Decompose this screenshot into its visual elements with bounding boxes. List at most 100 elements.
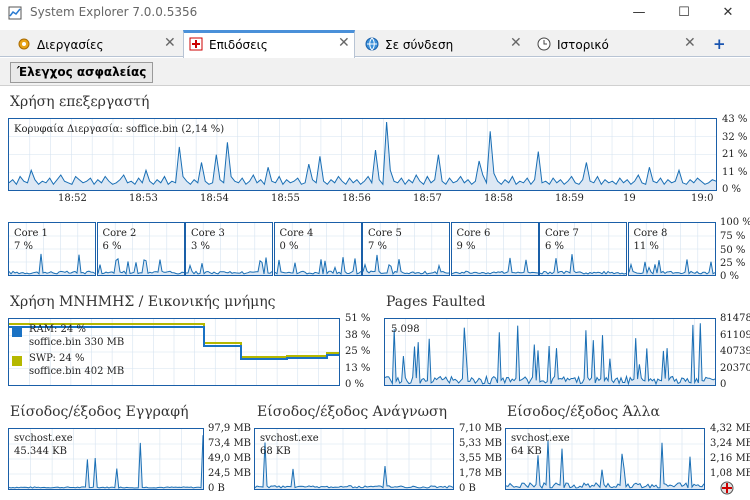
core-name: Core 6 — [456, 228, 491, 239]
window-title: System Explorer 7.0.0.5356 — [30, 5, 198, 19]
cpu-y-tick: 0 % — [722, 184, 742, 195]
io-write-y-tick: 49,0 MB — [208, 453, 252, 464]
pages-current: 5.098 — [391, 324, 420, 335]
cpu-y-tick: 43 % — [722, 114, 748, 125]
core-y-tick: 0 % — [720, 271, 740, 282]
pages-graph — [384, 318, 716, 386]
core-graph — [539, 222, 627, 276]
tab-performance[interactable]: Επιδόσεις ✕ — [183, 30, 355, 58]
close-tab-icon[interactable]: ✕ — [164, 35, 176, 51]
tab-label: Διεργασίες — [37, 38, 104, 52]
core-value: 7 % — [14, 241, 34, 252]
swp-label: SWP: 24 % — [29, 353, 85, 364]
io-write-value: 45.344 KB — [14, 446, 67, 457]
tab-label: Ιστορικό — [557, 38, 609, 52]
ram-swatch — [12, 327, 22, 337]
graph-svg — [97, 223, 184, 275]
mem-y-tick: 51 % — [345, 313, 371, 324]
io-other-y-tick: 4,32 MB — [710, 423, 750, 434]
settings-corner-icon[interactable] — [718, 479, 736, 497]
mem-y-tick: 38 % — [345, 330, 371, 341]
core-value: 7 % — [368, 241, 388, 252]
core-y-tick: 50 % — [720, 245, 746, 256]
close-tab-icon[interactable]: ✕ — [510, 35, 522, 51]
mem-y-tick: 0 % — [345, 379, 365, 390]
memory-svg — [9, 319, 339, 385]
add-tab-icon[interactable]: + — [713, 35, 726, 53]
cpu-x-tick: 18:59 — [555, 193, 584, 204]
clock-icon — [537, 37, 551, 51]
tab-processes[interactable]: Διεργασίες ✕ — [12, 32, 178, 57]
memory-title: Χρήση ΜΝΗΜΗΣ / Εικονικής μνήμης — [10, 294, 276, 310]
series-line — [451, 257, 538, 275]
graph-svg — [9, 429, 203, 489]
series-line — [363, 254, 449, 275]
core-graph — [627, 222, 716, 276]
core-graph — [185, 222, 273, 276]
mem-y-tick: 13 % — [345, 363, 371, 374]
io-read-y-tick: 1,78 MB — [459, 468, 503, 479]
graph-svg — [628, 223, 715, 275]
maximize-button[interactable]: ☐ — [678, 5, 690, 20]
series-line — [255, 442, 453, 489]
graph-svg — [255, 429, 453, 489]
app-icon — [8, 6, 22, 20]
pages-y-tick: 40739 — [720, 346, 750, 357]
io-other-value: 64 KB — [511, 446, 542, 457]
io-read-y-tick: 5,33 MB — [459, 438, 503, 449]
cpu-y-tick: 11 % — [722, 167, 748, 178]
minimize-button[interactable]: — — [632, 5, 646, 20]
tab-online[interactable]: Σε σύνδεση ✕ — [360, 32, 526, 57]
io-read-process: svchost.exe — [260, 433, 319, 444]
core-name: Core 8 — [633, 228, 668, 239]
cpu-x-tick: 18:53 — [129, 193, 158, 204]
title-bar: System Explorer 7.0.0.5356 — ☐ ✕ — [0, 0, 750, 27]
close-tab-icon[interactable]: ✕ — [684, 35, 696, 51]
mem-y-tick: 25 % — [345, 346, 371, 357]
io-other-title: Είσοδος/έξοδος Άλλα — [507, 404, 660, 420]
core-name: Core 5 — [368, 228, 402, 239]
io-read-y-tick: 3,55 MB — [459, 453, 503, 464]
core-value: 0 % — [279, 241, 299, 252]
core-graph — [450, 222, 539, 276]
cpu-y-tick: 32 % — [722, 132, 748, 143]
core-value: 6 % — [102, 241, 122, 252]
pages-y-tick: 20370 — [720, 363, 750, 374]
graph-svg — [274, 223, 361, 275]
core-name: Core 7 — [545, 228, 579, 239]
graph-svg — [9, 119, 716, 190]
graph-svg — [363, 223, 449, 275]
cpu-x-tick: 18:57 — [413, 193, 442, 204]
io-write-y-tick: 97,9 MB — [208, 423, 252, 434]
core-name: Core 4 — [279, 228, 314, 239]
io-other-y-tick: 3,24 MB — [710, 438, 750, 449]
cpu-x-tick: 19 — [623, 193, 636, 204]
series-line — [9, 121, 716, 186]
graph-svg — [540, 223, 626, 275]
io-write-y-tick: 73,4 MB — [208, 438, 252, 449]
cpu-x-tick: 18:54 — [200, 193, 229, 204]
series-line — [385, 323, 715, 385]
cpu-top-process: Κορυφαία Διεργασία: soffice.bin (2,14 %) — [14, 124, 225, 135]
tab-history[interactable]: Ιστορικό ✕ — [532, 32, 702, 57]
core-value: 11 % — [633, 241, 659, 252]
cpu-x-tick: 18:56 — [342, 193, 371, 204]
core-graph — [8, 222, 96, 276]
close-tab-icon[interactable]: ✕ — [338, 35, 350, 51]
globe-icon — [365, 37, 379, 51]
pages-y-tick: 61109 — [720, 330, 750, 341]
series-line — [628, 259, 715, 275]
core-y-tick: 75 % — [720, 231, 746, 242]
swp-swatch — [12, 356, 22, 366]
io-other-graph — [505, 428, 705, 490]
io-write-y-tick: 24,5 MB — [208, 468, 252, 479]
tab-label: Επιδόσεις — [209, 38, 268, 52]
cpu-y-tick: 21 % — [722, 149, 748, 160]
io-write-graph — [8, 428, 204, 490]
graph-svg — [506, 429, 704, 489]
graph-svg — [186, 223, 272, 275]
security-check-button[interactable]: Έλεγχος ασφαλείας — [10, 62, 154, 83]
core-graph — [362, 222, 450, 276]
close-button[interactable]: ✕ — [722, 5, 734, 20]
core-value: 3 % — [191, 241, 211, 252]
